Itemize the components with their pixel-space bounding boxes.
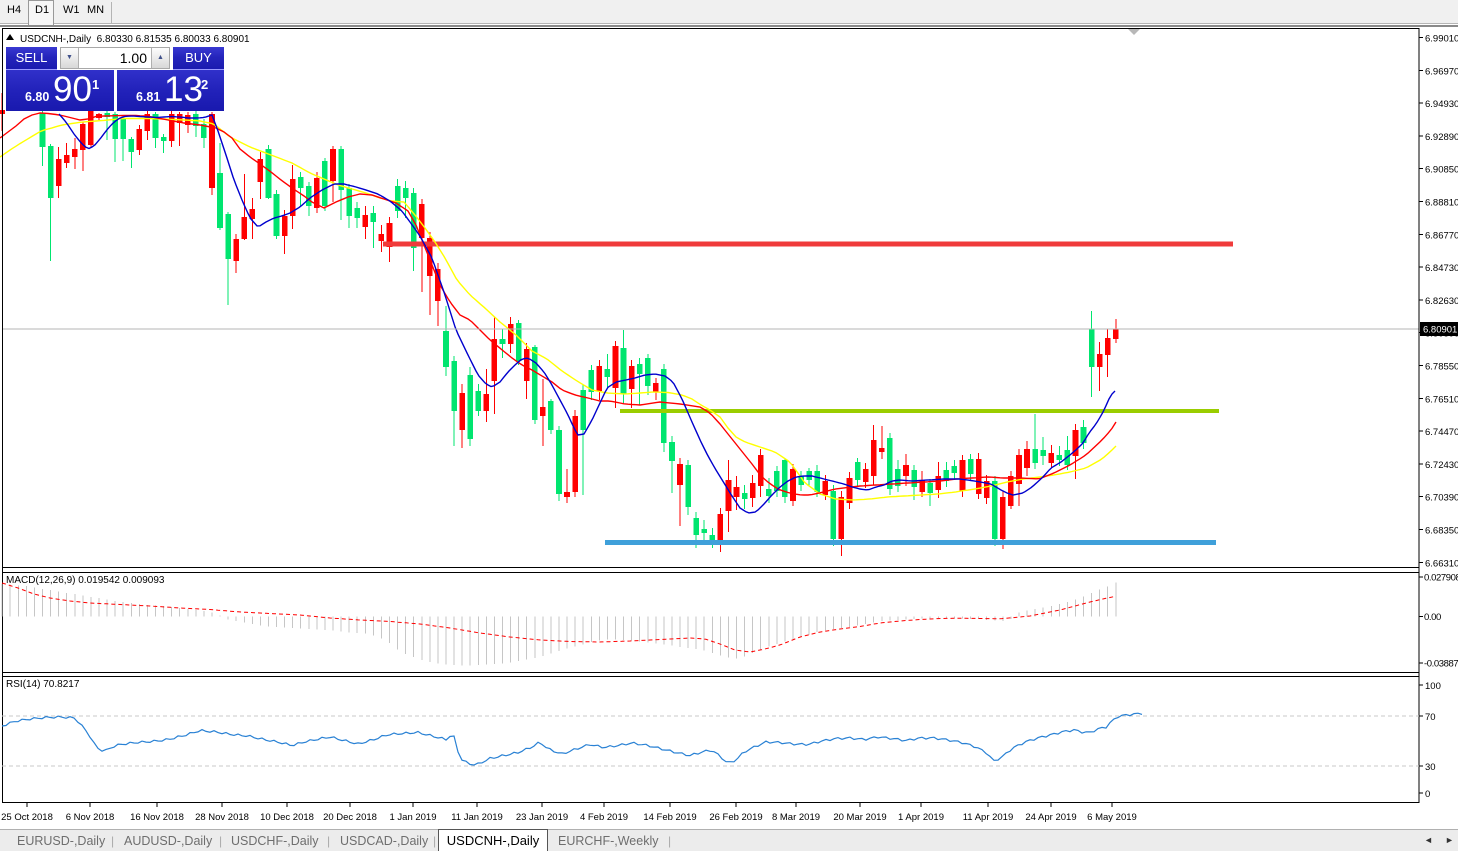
svg-text:6.99010: 6.99010 <box>1425 34 1458 45</box>
svg-text:6.70390: 6.70390 <box>1425 493 1458 504</box>
svg-text:0.00: 0.00 <box>1424 612 1441 623</box>
svg-text:1 Jan 2019: 1 Jan 2019 <box>389 812 436 823</box>
svg-text:14 Feb 2019: 14 Feb 2019 <box>643 812 696 823</box>
svg-text:-0.03887: -0.03887 <box>1424 659 1458 670</box>
svg-text:6.68350: 6.68350 <box>1425 526 1458 537</box>
svg-text:20 Dec 2018: 20 Dec 2018 <box>323 812 377 823</box>
svg-text:6.66310: 6.66310 <box>1425 558 1458 569</box>
svg-text:100: 100 <box>1425 681 1441 692</box>
svg-text:MACD(12,26,9) 0.019542 0.00909: MACD(12,26,9) 0.019542 0.009093 <box>6 575 165 586</box>
svg-text:16 Nov 2018: 16 Nov 2018 <box>130 812 184 823</box>
svg-text:1 Apr 2019: 1 Apr 2019 <box>898 812 944 823</box>
svg-text:6.90850: 6.90850 <box>1425 165 1458 176</box>
svg-text:6.86770: 6.86770 <box>1425 230 1458 241</box>
svg-text:28 Nov 2018: 28 Nov 2018 <box>195 812 249 823</box>
svg-text:0.027908: 0.027908 <box>1424 573 1458 584</box>
svg-text:6.94930: 6.94930 <box>1425 99 1458 110</box>
svg-text:70: 70 <box>1425 712 1436 723</box>
svg-text:30: 30 <box>1425 762 1436 773</box>
svg-text:6.76510: 6.76510 <box>1425 394 1458 405</box>
svg-text:26 Feb 2019: 26 Feb 2019 <box>709 812 762 823</box>
svg-text:6.72430: 6.72430 <box>1425 460 1458 471</box>
svg-text:0: 0 <box>1425 789 1430 800</box>
svg-text:8 Mar 2019: 8 Mar 2019 <box>772 812 820 823</box>
svg-text:6.80901: 6.80901 <box>1423 325 1457 336</box>
svg-text:24 Apr 2019: 24 Apr 2019 <box>1025 812 1076 823</box>
svg-text:6.82630: 6.82630 <box>1425 296 1458 307</box>
svg-text:USDCNH-,Daily 6.80330 6.81535: USDCNH-,Daily 6.80330 6.81535 6.80033 6.… <box>20 34 250 45</box>
svg-text:25 Oct 2018: 25 Oct 2018 <box>1 812 53 823</box>
svg-text:6.84730: 6.84730 <box>1425 263 1458 274</box>
svg-text:6 May 2019: 6 May 2019 <box>1087 812 1137 823</box>
svg-text:11 Apr 2019: 11 Apr 2019 <box>963 812 1014 823</box>
svg-text:6.96970: 6.96970 <box>1425 66 1458 77</box>
svg-text:4 Feb 2019: 4 Feb 2019 <box>580 812 628 823</box>
svg-text:23 Jan 2019: 23 Jan 2019 <box>516 812 568 823</box>
svg-text:11 Jan 2019: 11 Jan 2019 <box>451 812 503 823</box>
svg-text:6 Nov 2018: 6 Nov 2018 <box>66 812 115 823</box>
svg-text:10 Dec 2018: 10 Dec 2018 <box>260 812 314 823</box>
svg-text:6.74470: 6.74470 <box>1425 427 1458 438</box>
svg-text:6.88810: 6.88810 <box>1425 198 1458 209</box>
svg-text:20 Mar 2019: 20 Mar 2019 <box>833 812 886 823</box>
svg-text:6.92890: 6.92890 <box>1425 132 1458 143</box>
svg-text:RSI(14) 70.8217: RSI(14) 70.8217 <box>6 679 80 690</box>
svg-text:6.78550: 6.78550 <box>1425 362 1458 373</box>
